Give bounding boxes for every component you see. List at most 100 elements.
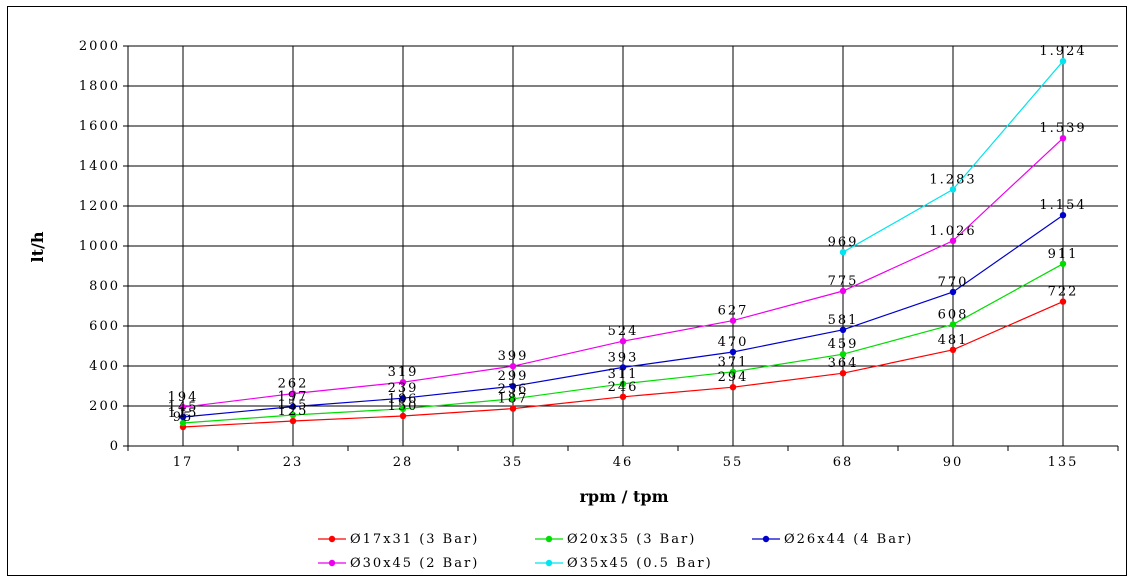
legend-label: Ø20x35 (3 Bar) xyxy=(567,532,696,547)
data-point xyxy=(839,351,847,358)
x-tick-label: 55 xyxy=(723,455,744,470)
data-point xyxy=(399,405,407,412)
y-tick-label: 200 xyxy=(89,399,120,414)
data-point xyxy=(729,348,737,356)
legend-swatch-marker xyxy=(328,535,336,543)
data-point xyxy=(949,321,957,328)
legend-swatch-marker xyxy=(545,535,553,543)
y-tick-label: 0 xyxy=(110,439,120,454)
legend-item: Ø26x44 (4 Bar) xyxy=(752,532,913,547)
x-tick-label: 46 xyxy=(613,455,634,470)
data-label: 470 xyxy=(718,335,749,350)
legend-item: Ø20x35 (3 Bar) xyxy=(535,532,696,547)
data-point xyxy=(839,370,847,377)
data-label: 155 xyxy=(278,398,309,413)
data-label: 1.924 xyxy=(1039,44,1086,59)
data-point xyxy=(949,186,957,193)
x-tick-label: 23 xyxy=(283,455,304,470)
data-point xyxy=(619,338,627,345)
y-tick-label: 1000 xyxy=(79,239,120,254)
series-lines xyxy=(179,58,1067,431)
data-point xyxy=(619,364,627,371)
data-label: 1.154 xyxy=(1039,198,1086,213)
data-point xyxy=(619,393,627,400)
data-label: 481 xyxy=(938,333,969,348)
x-axis-title: rpm / tpm xyxy=(579,487,668,506)
legend: Ø17x31 (3 Bar) Ø20x35 (3 Bar) Ø26x44 (4 Ba… xyxy=(318,532,913,571)
y-tick-label: 400 xyxy=(89,359,120,374)
data-point xyxy=(509,395,517,402)
data-label: 186 xyxy=(388,392,419,407)
legend-item: Ø35x45 (0.5 Bar) xyxy=(535,556,711,571)
data-label: 722 xyxy=(1048,285,1079,300)
data-label: 95 xyxy=(173,410,194,425)
data-label: 608 xyxy=(938,307,969,322)
data-label: 150 xyxy=(388,399,419,414)
data-label: 1.283 xyxy=(929,172,976,187)
data-label: 299 xyxy=(498,369,529,384)
data-label: 1.026 xyxy=(929,224,976,239)
data-point xyxy=(509,405,517,412)
data-label: 371 xyxy=(718,355,749,370)
data-point xyxy=(289,390,297,397)
legend-label: Ø17x31 (3 Bar) xyxy=(350,532,479,547)
data-label: 1.539 xyxy=(1039,121,1086,136)
data-label: 311 xyxy=(608,367,639,382)
data-label: 524 xyxy=(608,324,639,339)
data-point xyxy=(289,403,297,410)
data-label: 236 xyxy=(498,382,529,397)
data-point xyxy=(399,379,407,386)
data-point xyxy=(1059,58,1067,65)
x-tick-label: 28 xyxy=(393,455,414,470)
data-label: 969 xyxy=(828,235,859,250)
data-label: 393 xyxy=(608,350,639,365)
data-point xyxy=(1059,135,1067,142)
chart-frame xyxy=(7,6,1127,576)
data-point xyxy=(399,412,407,420)
data-point xyxy=(179,419,187,427)
legend-label: Ø26x44 (4 Bar) xyxy=(784,532,913,547)
data-label: 364 xyxy=(828,356,859,371)
x-tick-label: 17 xyxy=(173,455,194,470)
legend-item: Ø17x31 (3 Bar) xyxy=(318,532,479,547)
y-tick-label: 1400 xyxy=(79,159,120,174)
data-label: 775 xyxy=(828,274,859,289)
y-axis-title: lt/h xyxy=(28,231,47,262)
data-label: 262 xyxy=(278,377,309,392)
data-point xyxy=(1059,212,1067,219)
y-tick-label: 1600 xyxy=(79,119,120,134)
y-tick-label: 1200 xyxy=(79,199,120,214)
data-label: 194 xyxy=(168,390,199,405)
x-tick-label: 90 xyxy=(943,455,964,470)
data-point xyxy=(839,287,847,295)
data-point xyxy=(1059,260,1067,267)
data-point xyxy=(729,384,737,391)
data-label: 125 xyxy=(278,404,309,419)
data-label: 770 xyxy=(938,275,969,290)
data-label: 319 xyxy=(388,365,419,380)
data-labels: 95 125 150 187 246 294 364 481 722 115 155 186 236 31… xyxy=(168,44,1086,425)
x-tick-label: 35 xyxy=(503,455,524,470)
data-point xyxy=(949,288,957,296)
x-tick-label: 68 xyxy=(833,455,854,470)
x-tick-label: 135 xyxy=(1048,455,1079,470)
data-point xyxy=(179,404,187,411)
data-point xyxy=(399,395,407,402)
legend-item: Ø30x45 (2 Bar) xyxy=(318,556,477,571)
data-point xyxy=(619,380,627,387)
data-label: 115 xyxy=(168,406,199,421)
data-label: 239 xyxy=(388,381,419,396)
legend-swatch-marker xyxy=(545,559,553,567)
data-point xyxy=(949,346,957,353)
data-label: 145 xyxy=(168,400,199,415)
y-tick-label: 2000 xyxy=(79,39,120,54)
data-point xyxy=(289,417,297,425)
data-point xyxy=(839,326,847,333)
data-label: 197 xyxy=(278,390,309,405)
y-tick-label: 800 xyxy=(89,279,120,294)
data-point xyxy=(729,368,737,375)
axes: 0 200 400 600 800 1000 1200 1400 1600 1800 2000 17 2… xyxy=(79,39,1119,470)
data-point xyxy=(289,411,297,419)
data-label: 246 xyxy=(608,380,639,395)
